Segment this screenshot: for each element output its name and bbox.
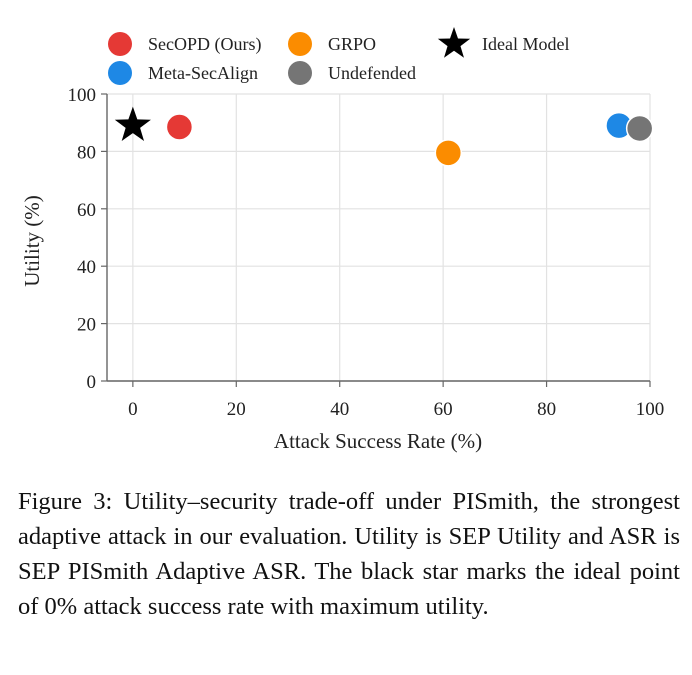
x-tick-label: 20	[227, 399, 246, 420]
x-axis-label: Attack Success Rate (%)	[274, 429, 482, 453]
tick-labels: 0 20 40 60 80 100 0 20 40 60 80 100	[68, 85, 665, 420]
data-points	[114, 106, 654, 167]
legend-label: GRPO	[328, 34, 376, 54]
x-tick-label: 100	[636, 399, 665, 420]
legend-label: Undefended	[328, 63, 416, 83]
legend-swatch	[288, 32, 312, 56]
legend-swatch	[108, 61, 132, 85]
scatter-chart: SecOPD (Ours) GRPO Ideal Model Meta-SecAlig…	[20, 27, 665, 453]
x-tick-label: 0	[128, 399, 138, 420]
data-point	[165, 113, 194, 141]
data-point	[625, 114, 654, 143]
legend-label: SecOPD (Ours)	[148, 34, 261, 55]
axes	[106, 94, 650, 382]
legend-star-icon	[437, 27, 471, 58]
legend-swatch	[108, 32, 132, 56]
y-axis-label: Utility (%)	[20, 195, 44, 287]
y-tick-label: 40	[77, 257, 96, 278]
figure-caption: Figure 3: Utility–security trade-off und…	[18, 488, 680, 620]
x-tick-label: 80	[537, 399, 556, 420]
data-point	[434, 139, 463, 167]
ideal-model-star-marker	[114, 106, 151, 141]
x-tick-label: 60	[434, 399, 453, 420]
legend-swatch	[288, 61, 312, 85]
y-tick-label: 60	[77, 200, 96, 221]
y-tick-label: 100	[68, 85, 97, 106]
y-tick-label: 0	[87, 372, 97, 393]
y-tick-label: 80	[77, 142, 96, 163]
legend-label: Ideal Model	[482, 34, 569, 54]
x-tick-label: 40	[330, 399, 349, 420]
legend-label: Meta-SecAlign	[148, 63, 258, 83]
legend: SecOPD (Ours) GRPO Ideal Model Meta-SecAlig…	[108, 27, 569, 85]
y-tick-label: 20	[77, 315, 96, 336]
